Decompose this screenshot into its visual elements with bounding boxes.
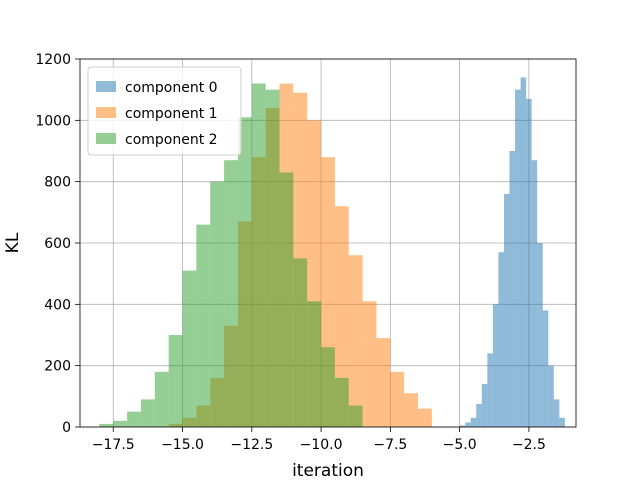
x-tick-label: −12.5 bbox=[230, 437, 273, 453]
histogram-bar bbox=[293, 258, 308, 427]
histogram-bar bbox=[334, 206, 349, 427]
histogram-bar bbox=[559, 417, 565, 427]
histogram-bar bbox=[251, 83, 266, 428]
histogram-bar bbox=[154, 371, 169, 427]
histogram-bar bbox=[476, 404, 482, 427]
histogram-bar bbox=[321, 347, 335, 427]
histogram-bar bbox=[542, 310, 549, 427]
histogram-bar bbox=[390, 371, 405, 427]
histogram-bar bbox=[520, 77, 527, 428]
histogram-bar bbox=[265, 89, 280, 428]
histogram-bar bbox=[465, 422, 471, 427]
legend-box bbox=[87, 66, 242, 156]
x-tick-label: −10.0 bbox=[300, 437, 343, 453]
histogram-bar bbox=[168, 335, 183, 427]
axis-ticks: −17.5 −15.0 −12.5 −10.0 −7.5 −5.0 −2.5 0 200 400 6… bbox=[35, 52, 546, 453]
histogram-bar bbox=[509, 151, 516, 427]
histogram-bar bbox=[140, 399, 155, 427]
histogram-bar bbox=[553, 399, 560, 427]
y-tick-label: 400 bbox=[44, 297, 71, 313]
legend: component 0 component 1 component 2 bbox=[87, 66, 242, 156]
histogram-bar bbox=[113, 420, 128, 427]
histogram-bar bbox=[334, 377, 349, 427]
histogram-bar bbox=[237, 117, 252, 428]
histogram-bar bbox=[307, 301, 322, 427]
x-tick-label: −17.5 bbox=[92, 437, 135, 453]
histogram-bar bbox=[210, 181, 225, 427]
legend-label: component 0 bbox=[125, 80, 218, 96]
series-2-bars bbox=[99, 83, 363, 428]
series-0-bars bbox=[459, 77, 565, 428]
histogram-bar bbox=[127, 411, 141, 427]
histogram-bar bbox=[481, 384, 488, 427]
histogram-bar bbox=[376, 338, 391, 427]
x-tick-label: −2.5 bbox=[512, 437, 546, 453]
y-axis-label: KL bbox=[3, 232, 23, 253]
y-tick-label: 1000 bbox=[35, 113, 71, 129]
histogram-bar bbox=[418, 408, 432, 427]
x-tick-label: −15.0 bbox=[161, 437, 204, 453]
histogram-bar bbox=[537, 243, 543, 427]
y-tick-label: 800 bbox=[44, 175, 71, 191]
histogram-bars bbox=[99, 77, 565, 428]
histogram-bar bbox=[224, 160, 238, 427]
histogram-bar bbox=[487, 353, 493, 427]
histogram-bar bbox=[498, 252, 504, 427]
histogram-bar bbox=[515, 89, 521, 428]
histogram-bar bbox=[531, 160, 538, 427]
y-tick-label: 0 bbox=[62, 420, 71, 436]
histogram-bar bbox=[348, 405, 363, 427]
histogram-bar bbox=[404, 393, 419, 427]
legend-swatch bbox=[96, 107, 116, 118]
histogram-bar bbox=[459, 425, 466, 427]
histogram-bar bbox=[348, 255, 363, 427]
legend-label: component 1 bbox=[125, 106, 218, 122]
histogram-bar bbox=[196, 224, 211, 427]
histogram-bar bbox=[182, 270, 197, 427]
histogram-bar bbox=[362, 301, 377, 427]
legend-label: component 2 bbox=[125, 132, 218, 148]
histogram-bar bbox=[548, 365, 554, 427]
histogram-bar bbox=[99, 423, 114, 427]
histogram-bar bbox=[526, 98, 532, 427]
histogram-bar bbox=[492, 304, 499, 427]
legend-swatch bbox=[96, 81, 116, 92]
histogram-bar bbox=[279, 172, 294, 427]
legend-swatch bbox=[96, 133, 116, 144]
y-tick-label: 1200 bbox=[35, 52, 71, 68]
histogram-bar bbox=[470, 417, 477, 427]
x-axis-label: iteration bbox=[292, 461, 364, 480]
y-tick-label: 600 bbox=[44, 236, 71, 252]
x-tick-label: −5.0 bbox=[443, 437, 477, 453]
x-tick-label: −7.5 bbox=[373, 437, 407, 453]
histogram-bar bbox=[503, 193, 510, 427]
y-tick-label: 200 bbox=[44, 359, 71, 375]
